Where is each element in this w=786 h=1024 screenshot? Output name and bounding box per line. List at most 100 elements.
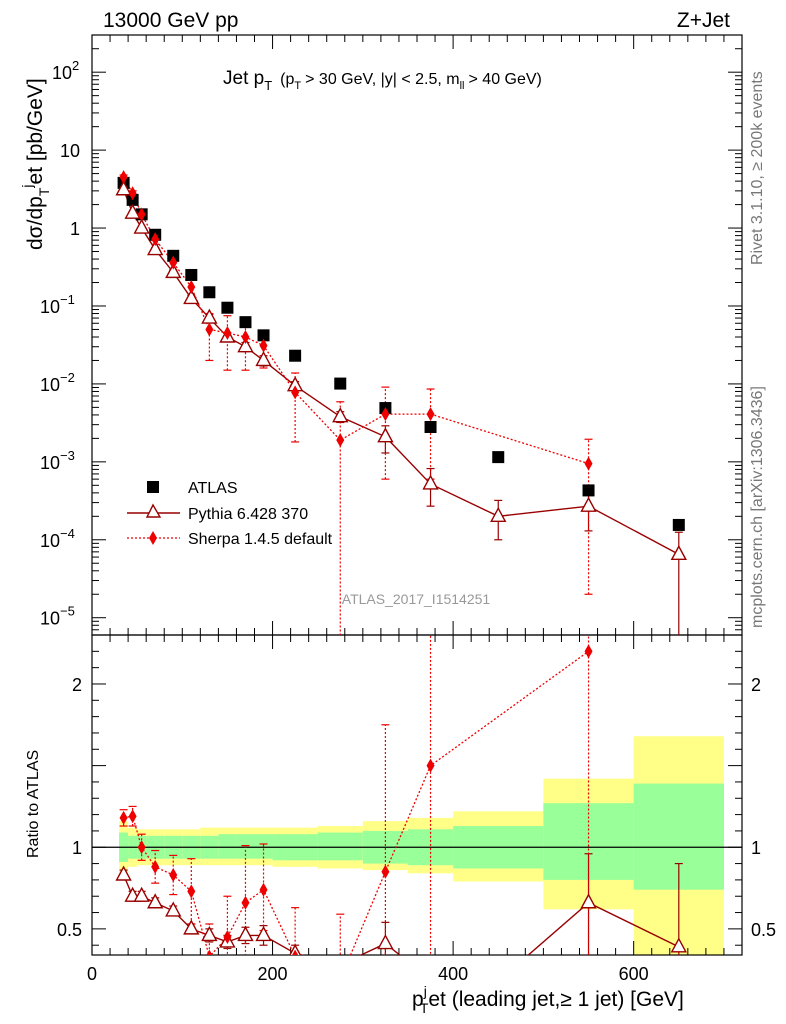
- ratio-y-axis-label: Ratio to ATLAS: [25, 750, 42, 858]
- sherpa-data-point: [336, 433, 345, 448]
- main-y-tick-label: 10−4: [40, 526, 75, 551]
- analysis-watermark: ATLAS_2017_I1514251: [342, 591, 491, 607]
- main-y-tick-exponent: −4: [60, 526, 75, 541]
- main-y-tick-base: 10: [60, 141, 80, 161]
- main-y-tick-label: 10−2: [40, 370, 75, 395]
- title-cuts-end: > 40 GeV): [469, 71, 542, 88]
- sherpa-data-point: [292, 949, 299, 955]
- sherpa-data-point: [223, 930, 232, 945]
- sherpa-data-point: [205, 322, 214, 337]
- pythia-data-point: [124, 203, 141, 219]
- main-y-tick-base: 10: [40, 609, 60, 629]
- ratio-y-tick-label: 1: [72, 838, 82, 858]
- pythia-data-point: [491, 973, 505, 986]
- sherpa-curve: [123, 176, 589, 465]
- pythia-data-point: [115, 180, 132, 196]
- header-right: Z+Jet: [677, 9, 730, 32]
- sherpa-data-point: [128, 186, 137, 201]
- legend-atlas-label: ATLAS: [188, 480, 238, 497]
- sherpa-data-point: [241, 329, 250, 344]
- sherpa-data-point: [137, 207, 146, 222]
- legend-atlas-marker: [147, 481, 159, 493]
- pythia-data-point: [165, 262, 182, 279]
- atlas-data-point: [289, 349, 302, 362]
- ratio-y-tick-label-right: 2: [751, 675, 761, 695]
- main-data-layer: [115, 170, 687, 635]
- sherpa-data-point: [584, 456, 593, 471]
- sherpa-data-point: [426, 758, 435, 773]
- pythia-data-point: [255, 350, 272, 367]
- main-y-tick-exponent: −2: [60, 370, 75, 385]
- pythia-data-point: [580, 893, 597, 909]
- x-tick-label: 400: [438, 964, 468, 984]
- legend-sherpa-label: Sherpa 1.4.5 default: [188, 531, 333, 548]
- sherpa-data-point: [206, 949, 213, 955]
- main-y-tick-label: 1: [70, 219, 80, 239]
- pythia-data-point: [201, 925, 218, 942]
- pythia-curve: [122, 189, 680, 555]
- sherpa-data-point: [381, 407, 390, 422]
- sherpa-data-point: [119, 810, 128, 825]
- pythia-data-point: [133, 218, 150, 234]
- sherpa-ratio-curve: [123, 650, 589, 955]
- atlas-data-point: [334, 377, 347, 390]
- atlas-data-point: [221, 301, 234, 314]
- pythia-data-point: [377, 427, 394, 443]
- main-y-tick-base: 10: [40, 375, 60, 395]
- main-y-tick-label: 10−3: [40, 448, 75, 473]
- ratio-y-tick-label: 2: [72, 675, 82, 695]
- atlas-data-point: [672, 518, 685, 531]
- mcplots-text: mcplots.cern.ch [arXiv:1306.3436]: [749, 386, 766, 628]
- pythia-data-point: [670, 937, 687, 953]
- sherpa-data-point: [259, 338, 268, 353]
- pythia-data-point: [333, 957, 347, 970]
- atlas-data-point: [203, 286, 216, 299]
- main-y-axis-label: dσ/dpTjet [pb/GeV]: [19, 78, 52, 250]
- atlas-data-point: [185, 268, 198, 281]
- main-y-tick-base: 10: [52, 63, 72, 83]
- sherpa-data-point: [426, 407, 435, 422]
- pythia-data-point: [115, 865, 132, 881]
- pythia-data-point: [183, 919, 200, 935]
- atlas-data-point: [492, 451, 505, 464]
- ratio-uncertainty-bands: [119, 736, 724, 955]
- sherpa-data-point: [128, 809, 137, 824]
- title-cuts: (p: [280, 71, 294, 88]
- sherpa-data-point: [381, 864, 390, 879]
- ratio-data-layer: [115, 635, 687, 986]
- sherpa-data-point: [169, 255, 178, 270]
- legend-sherpa-marker: [149, 531, 157, 545]
- ratio-y-tick-label-right: 0.5: [751, 920, 776, 940]
- pythia-data-point: [490, 506, 507, 523]
- ratio-y-tick-label: 0.5: [57, 920, 82, 940]
- main-y-tick-label: 10−1: [40, 292, 75, 317]
- pythia-data-point: [183, 288, 200, 305]
- pythia-data-point: [377, 934, 394, 950]
- sherpa-data-point: [223, 326, 232, 341]
- pythia-data-point: [670, 544, 687, 561]
- pythia-data-point: [580, 496, 597, 512]
- sherpa-data-point: [259, 882, 268, 897]
- legend-pythia-marker: [145, 503, 162, 518]
- main-y-tick-base: 10: [40, 297, 60, 317]
- plot-title: Jet pT (pT > 30 GeV, |y| < 2.5, mll > 40 Ge…: [223, 68, 542, 93]
- main-y-tick-exponent: −1: [60, 292, 75, 307]
- rivet-version-text: Rivet 3.1.10, ≥ 200k events: [749, 71, 766, 265]
- atlas-data-point: [257, 329, 270, 342]
- pythia-data-point: [237, 925, 254, 942]
- main-y-tick-label: 102: [52, 58, 79, 83]
- sherpa-data-point: [336, 972, 344, 986]
- main-y-tick-exponent: −5: [60, 604, 75, 619]
- main-y-tick-label: 10−5: [40, 604, 75, 629]
- legend-pythia-label: Pythia 6.428 370: [188, 506, 308, 523]
- sherpa-data-point: [169, 868, 178, 882]
- ratio-y-tick-label-right: 1: [751, 838, 761, 858]
- ratio-band-green: [317, 832, 363, 861]
- main-y-tick-exponent: −3: [60, 448, 75, 463]
- ratio-band-green: [218, 834, 237, 859]
- main-y-tick-base: 10: [40, 453, 60, 473]
- title-main-sub: T: [264, 78, 272, 93]
- legend: ATLAS Pythia 6.428 370 Sherpa 1.4.5 defa…: [127, 480, 333, 548]
- sherpa-data-point: [584, 644, 593, 659]
- atlas-data-point: [424, 420, 437, 433]
